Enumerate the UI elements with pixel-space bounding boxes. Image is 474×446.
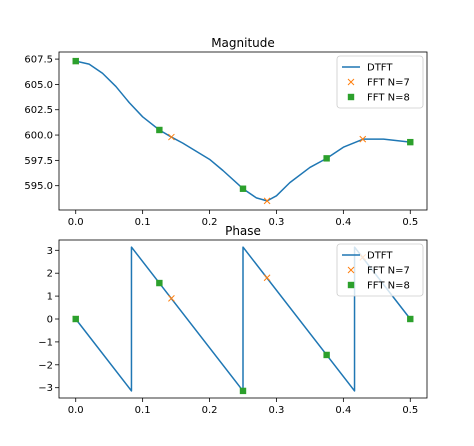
data-point-fft-n7 <box>263 197 271 205</box>
y-tick-label: −3 <box>38 383 53 394</box>
y-tick-label: 595.0 <box>24 181 53 192</box>
x-tick-label: 0.0 <box>68 217 84 228</box>
legend-label: DTFT <box>367 63 393 74</box>
legend-box <box>336 243 424 297</box>
y-tick-label: 602.5 <box>24 105 53 116</box>
magnitude-panel: Magnitude 0.0 0.1 0.2 0.3 0.4 0.5 595.0 597.5 600… <box>24 36 428 228</box>
data-point-fft-n7 <box>263 274 271 282</box>
y-tick-label: 607.5 <box>24 55 53 66</box>
legend-swatch-x <box>347 266 355 274</box>
chart-title: Phase <box>225 224 261 238</box>
x-tick-label: 0.3 <box>269 405 285 416</box>
legend-swatch-square <box>347 281 355 289</box>
x-tick-label: 0.4 <box>335 405 351 416</box>
data-point-fft-n8 <box>156 126 163 134</box>
legend-box <box>336 55 424 109</box>
data-point-fft-n8 <box>407 315 414 323</box>
data-point-fft-n7 <box>168 133 175 141</box>
x-tick-label: 0.2 <box>202 405 218 416</box>
plot-frame <box>58 51 428 211</box>
x-marker-stroke <box>347 78 355 86</box>
legend-swatch-x <box>347 78 355 86</box>
legend-label: FFT N=7 <box>367 266 410 277</box>
x-marker-stroke <box>168 295 175 302</box>
phase-panel: Phase 0.0 0.1 0.2 0.3 0.4 0.5 −3 −2 −1 0 1 2 3 DTFT FFT… <box>38 224 428 416</box>
data-point-fft-n8 <box>407 138 414 146</box>
x-marker-stroke <box>263 274 271 282</box>
data-point-fft-n8 <box>239 387 247 395</box>
x-tick-label: 0.3 <box>269 217 285 228</box>
plot-data <box>75 60 411 202</box>
data-point-fft-n8 <box>72 315 79 323</box>
x-tick-label: 0.4 <box>335 217 351 228</box>
data-point-fft-n8 <box>323 351 330 359</box>
x-tick-label: 0.0 <box>68 405 84 416</box>
legend-label: FFT N=8 <box>367 93 410 104</box>
x-tick-label: 0.5 <box>402 405 418 416</box>
series-line-dtft <box>75 60 411 202</box>
legend-label: FFT N=8 <box>367 281 410 292</box>
y-tick-label: 600.0 <box>24 131 53 142</box>
legend: DTFT FFT N=7 FFT N=8 <box>336 243 424 297</box>
x-marker-stroke <box>359 135 367 143</box>
x-tick-label: 0.5 <box>402 217 418 228</box>
x-marker-stroke <box>168 133 175 141</box>
y-tick-label: 605.0 <box>24 80 53 91</box>
x-marker-stroke <box>347 266 355 274</box>
legend-swatch-square <box>347 93 355 101</box>
chart-title: Magnitude <box>211 36 275 50</box>
y-tick-label: −2 <box>38 360 53 371</box>
data-point-fft-n8 <box>72 57 79 65</box>
legend: DTFT FFT N=7 FFT N=8 <box>336 55 424 109</box>
y-tick-label: 597.5 <box>24 156 53 167</box>
y-tick-label: 3 <box>47 246 53 257</box>
x-tick-label: 0.1 <box>135 217 151 228</box>
plot-frame <box>58 239 428 399</box>
y-tick-label: 0 <box>47 315 53 326</box>
x-tick-label: 0.2 <box>202 217 218 228</box>
legend-label: DTFT <box>367 251 393 262</box>
y-tick-label: −1 <box>38 337 53 348</box>
data-point-fft-n7 <box>359 135 367 143</box>
legend-label: FFT N=7 <box>367 78 410 89</box>
x-marker-stroke <box>263 197 271 205</box>
data-point-fft-n8 <box>156 279 163 287</box>
data-point-fft-n7 <box>168 295 175 302</box>
x-tick-label: 0.1 <box>135 405 151 416</box>
y-tick-label: 1 <box>47 292 53 303</box>
y-tick-label: 2 <box>47 269 53 280</box>
data-point-fft-n8 <box>323 155 330 162</box>
data-point-fft-n8 <box>239 185 247 192</box>
